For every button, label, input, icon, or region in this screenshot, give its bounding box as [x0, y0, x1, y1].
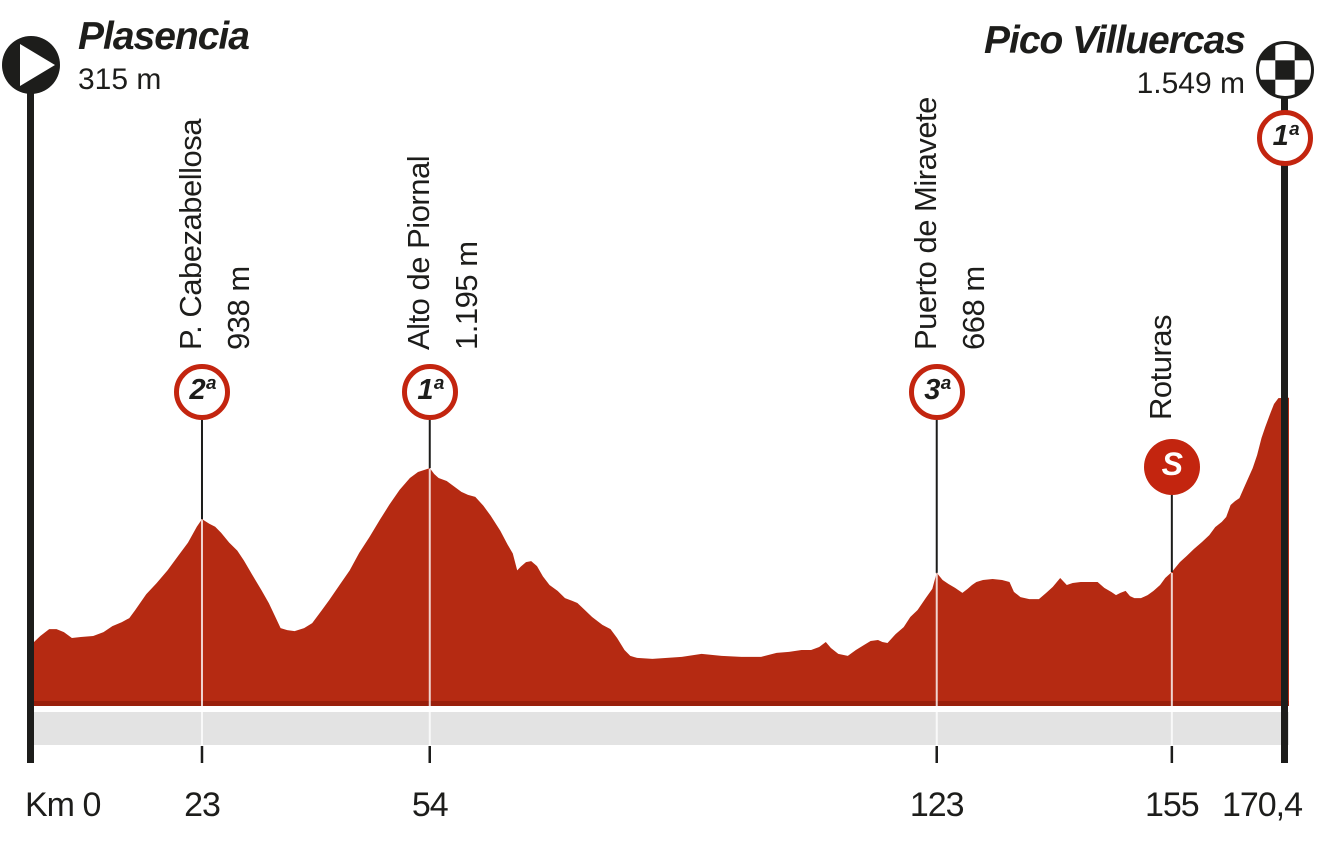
- climb-category-badge: 2ª: [173, 364, 230, 420]
- start-play-icon: [2, 36, 60, 94]
- start-pole: [27, 64, 34, 763]
- finish-checkered-icon: [1256, 41, 1314, 99]
- profile-area: [33, 397, 1289, 706]
- climb-category-badge: 1ª: [401, 364, 458, 420]
- sprint-s-badge: S: [1143, 439, 1200, 495]
- profile-baseline-edge: [33, 701, 1289, 706]
- axis-km-label: 170,4: [1221, 786, 1303, 824]
- climb-elevation-label: 1.195 m: [448, 241, 484, 350]
- finish-label-block: Pico Villuercas 1.549 m: [983, 19, 1246, 100]
- climb-name-label: Puerto de Miravete: [907, 97, 943, 350]
- finish-category-badge: 1ª: [1257, 110, 1313, 166]
- axis-km-label: 155: [1144, 786, 1200, 824]
- climb-name-label: Alto de Piornal: [400, 155, 436, 350]
- axis-km-label: 23: [184, 786, 221, 824]
- climb-elevation-label: 938 m: [220, 266, 256, 350]
- climb-name-label: P. Cabezabellosa: [172, 119, 208, 350]
- climb-category-badge: 3ª: [908, 364, 965, 420]
- climb-elevation-label: 668 m: [955, 266, 991, 350]
- start-name: Plasencia: [78, 15, 250, 58]
- sprint-name-label: Roturas: [1142, 314, 1178, 420]
- axis-origin-label: Km 0: [25, 786, 101, 824]
- finish-name: Pico Villuercas: [983, 19, 1246, 62]
- base-band: [27, 712, 1289, 745]
- finish-pole: [1281, 95, 1288, 763]
- start-label-block: Plasencia 315 m: [78, 15, 250, 96]
- axis-km-label: 123: [909, 786, 965, 824]
- axis-km-label: 54: [411, 786, 449, 824]
- finish-elevation: 1.549 m: [1136, 66, 1245, 100]
- start-elevation: 315 m: [78, 62, 162, 96]
